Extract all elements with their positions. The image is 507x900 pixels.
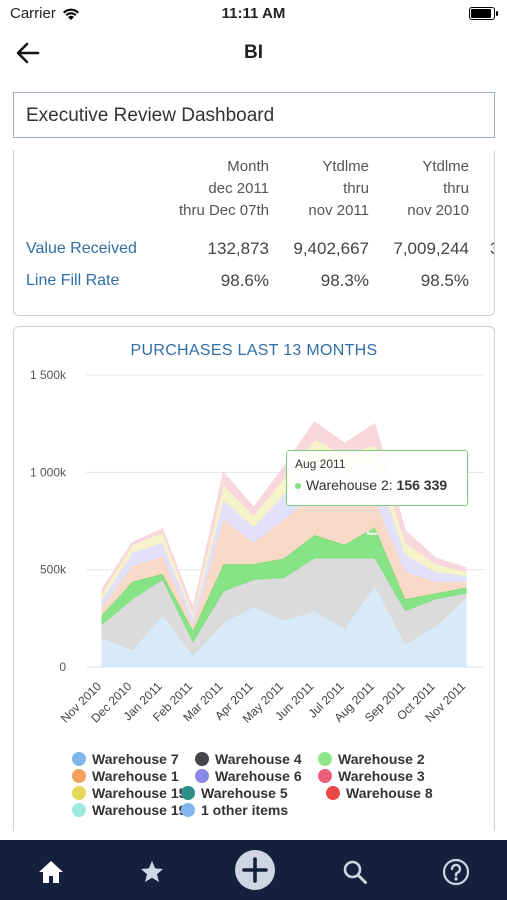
status-carrier: Carrier bbox=[10, 5, 80, 22]
legend-item[interactable]: Warehouse 2 bbox=[318, 751, 425, 767]
status-time: 11:11 AM bbox=[221, 5, 286, 22]
legend-label: Warehouse 6 bbox=[215, 768, 302, 784]
tab-favorites[interactable] bbox=[132, 852, 172, 892]
chart-title: PURCHASES LAST 13 MONTHS bbox=[130, 342, 378, 359]
tooltip-category: Aug 2011 bbox=[295, 457, 346, 471]
tooltip-row: Warehouse 2: 156 339 bbox=[295, 477, 459, 493]
legend-dot bbox=[181, 786, 195, 800]
kpi-value: 98.6% bbox=[220, 271, 269, 290]
legend-label: Warehouse 3 bbox=[338, 768, 425, 784]
legend-dot bbox=[318, 769, 332, 783]
legend-dot bbox=[318, 752, 332, 766]
kpi-col-header-line: dec 2011 bbox=[208, 180, 269, 197]
arrow-left-icon bbox=[16, 42, 40, 64]
battery-fill bbox=[471, 9, 491, 18]
legend-item[interactable]: Warehouse 3 bbox=[318, 768, 425, 784]
kpi-row-label-line-fill-rate[interactable]: Line Fill Rate bbox=[26, 272, 120, 289]
legend-dot bbox=[72, 803, 86, 817]
legend-item[interactable]: Warehouse 1 bbox=[72, 768, 179, 784]
page-title: BI bbox=[244, 42, 263, 63]
help-icon bbox=[442, 858, 470, 886]
kpi-value: 98.3% bbox=[320, 271, 369, 290]
kpi-value: 132,873 bbox=[207, 239, 269, 258]
tab-help[interactable] bbox=[436, 852, 476, 892]
search-icon bbox=[343, 860, 367, 884]
kpi-value-overflow: 3 bbox=[490, 239, 494, 259]
kpi-col-header-line: thru bbox=[343, 180, 369, 197]
legend-label: Warehouse 2 bbox=[338, 751, 425, 767]
add-icon bbox=[235, 850, 275, 890]
legend-label: Warehouse 7 bbox=[92, 751, 179, 767]
tooltip-series-label: Warehouse 2: bbox=[306, 477, 397, 493]
legend-item[interactable]: 1 other items bbox=[181, 802, 288, 818]
chart-card: PURCHASES LAST 13 MONTHS 0 500k 1 000k 1 50… bbox=[13, 326, 495, 831]
y-tick-label: 1 500k bbox=[30, 368, 67, 382]
carrier-label: Carrier bbox=[10, 5, 56, 22]
kpi-value: 98.5% bbox=[420, 271, 469, 290]
legend-dot bbox=[72, 752, 86, 766]
battery-icon bbox=[469, 7, 498, 20]
y-tick-label: 500k bbox=[40, 563, 67, 577]
legend-label: 1 other items bbox=[201, 802, 289, 818]
legend-dot bbox=[195, 769, 209, 783]
tab-bar bbox=[0, 840, 507, 900]
legend-dot bbox=[195, 752, 209, 766]
kpi-col-header-line: nov 2010 bbox=[407, 202, 469, 219]
legend-label: Warehouse 4 bbox=[215, 751, 302, 767]
kpi-col-header-line: thru Dec 07th bbox=[178, 202, 269, 219]
legend-label: Warehouse 19 bbox=[92, 802, 187, 818]
legend-label: Warehouse 5 bbox=[201, 785, 288, 801]
kpi-card: Month dec 2011 thru Dec 07th Ytdlme thru… bbox=[13, 150, 495, 316]
legend-label: Warehouse 15 bbox=[92, 785, 187, 801]
legend-item[interactable]: Warehouse 19 bbox=[72, 802, 186, 818]
kpi-col-header-line: Ytdlme bbox=[422, 158, 469, 175]
legend-dot bbox=[72, 769, 86, 783]
area-series bbox=[101, 421, 467, 615]
tooltip-value: 156 339 bbox=[396, 477, 448, 493]
back-button[interactable] bbox=[14, 40, 42, 66]
kpi-col-header-line: Ytdlme bbox=[322, 158, 369, 175]
legend-dot bbox=[326, 786, 340, 800]
legend-label: Warehouse 1 bbox=[92, 768, 179, 784]
legend-item[interactable]: Warehouse 7 bbox=[72, 751, 179, 767]
legend-item[interactable]: Warehouse 8 bbox=[326, 785, 433, 801]
kpi-col-header-ytd-2011: Ytdlme thru nov 2011 bbox=[308, 156, 369, 222]
tab-search[interactable] bbox=[335, 852, 375, 892]
kpi-col-header-line: thru bbox=[443, 180, 469, 197]
legend-label: Warehouse 8 bbox=[346, 785, 433, 801]
kpi-value: 9,402,667 bbox=[293, 239, 369, 258]
legend-item[interactable]: Warehouse 6 bbox=[195, 768, 302, 784]
nav-bar: BI bbox=[0, 30, 507, 76]
kpi-value: 7,009,244 bbox=[393, 239, 469, 258]
kpi-col-header-ytd-2010: Ytdlme thru nov 2010 bbox=[407, 156, 469, 222]
star-icon bbox=[141, 861, 163, 882]
wifi-icon bbox=[62, 8, 79, 20]
status-bar: Carrier 11:11 AM bbox=[0, 0, 507, 30]
kpi-row-label-value-received[interactable]: Value Received bbox=[26, 240, 137, 257]
legend-dot bbox=[72, 786, 86, 800]
kpi-col-header-month: Month dec 2011 thru Dec 07th bbox=[179, 156, 269, 222]
chart-tooltip: Aug 2011 Warehouse 2: 156 339 bbox=[286, 450, 468, 506]
y-tick-label: 0 bbox=[59, 660, 66, 674]
legend-item[interactable]: Warehouse 4 bbox=[195, 751, 302, 767]
legend-item[interactable]: Warehouse 15 bbox=[72, 785, 186, 801]
kpi-col-header-line: Month bbox=[227, 158, 269, 175]
tab-add[interactable] bbox=[233, 848, 277, 892]
dashboard-select[interactable]: Executive Review Dashboard bbox=[13, 92, 495, 138]
home-icon bbox=[39, 861, 63, 883]
kpi-col-header-line: nov 2011 bbox=[308, 202, 369, 219]
legend-item[interactable]: Warehouse 5 bbox=[181, 785, 288, 801]
y-tick-label: 1 000k bbox=[30, 465, 67, 479]
tab-home[interactable] bbox=[31, 852, 71, 892]
legend-dot bbox=[181, 803, 195, 817]
tooltip-series-dot bbox=[295, 483, 301, 490]
